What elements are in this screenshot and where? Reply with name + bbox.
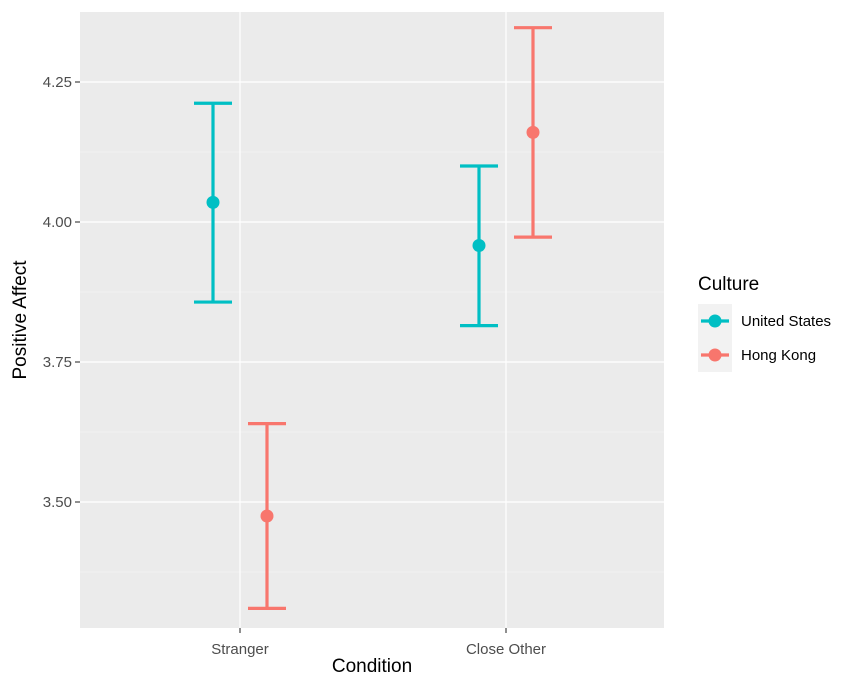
legend-label: United States bbox=[741, 313, 831, 330]
errorbar-hong-kong-close-other bbox=[514, 26, 552, 239]
legend-key-point bbox=[708, 348, 722, 362]
y-axis: 3.50 3.75 4.00 4.25 bbox=[43, 74, 80, 511]
legend-title: Culture bbox=[698, 274, 759, 295]
legend-key-united-states: United States bbox=[698, 304, 831, 338]
x-tick-label: Stranger bbox=[211, 641, 269, 658]
legend: Culture United States Hong Kong bbox=[698, 274, 831, 372]
errorbar-united-states-stranger bbox=[194, 101, 232, 304]
y-tick-label: 4.25 bbox=[43, 74, 72, 91]
data-point bbox=[526, 125, 540, 139]
plot-panel bbox=[80, 12, 664, 628]
y-axis-title: Positive Affect bbox=[10, 260, 31, 380]
data-marks bbox=[194, 26, 552, 611]
x-axis-title: Condition bbox=[332, 656, 412, 677]
grid-minor bbox=[80, 151, 664, 573]
y-tick-label: 4.00 bbox=[43, 214, 72, 231]
data-point bbox=[206, 195, 220, 209]
y-tick-label: 3.50 bbox=[43, 494, 72, 511]
grid-major bbox=[80, 12, 664, 628]
errorbar-hong-kong-stranger bbox=[248, 422, 286, 611]
legend-key-hong-kong: Hong Kong bbox=[698, 338, 816, 372]
legend-key-point bbox=[708, 314, 722, 328]
y-tick-label: 3.75 bbox=[43, 354, 72, 371]
data-point bbox=[260, 509, 274, 523]
legend-label: Hong Kong bbox=[741, 347, 816, 364]
data-point bbox=[472, 239, 486, 253]
errorbar-united-states-close-other bbox=[460, 164, 498, 328]
x-axis: Stranger Close Other bbox=[211, 628, 546, 658]
x-tick-label: Close Other bbox=[466, 641, 546, 658]
